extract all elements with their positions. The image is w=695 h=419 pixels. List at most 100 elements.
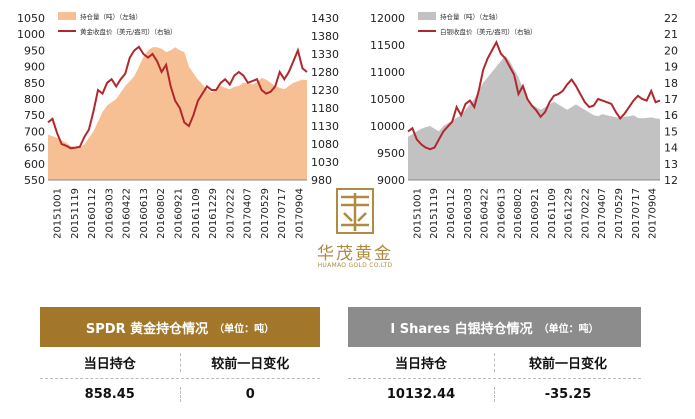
- legend-swatch-area: [58, 12, 76, 20]
- logo-chinese-name: 华茂黄金: [317, 244, 393, 264]
- x-tick-label: 20161109: [191, 188, 202, 239]
- y-left-tick-label: 11000: [370, 66, 405, 79]
- panel-header: I Shares 白银持仓情况 （单位：吨）: [348, 307, 641, 347]
- y-left-tick-label: 850: [24, 77, 45, 90]
- logo-english-name: HUAMAO GOLD CO.LTD: [317, 262, 393, 269]
- x-tick-label: 20170717: [631, 188, 642, 239]
- x-tick-label: 20160921: [174, 188, 185, 239]
- x-tick-label: 20160303: [104, 188, 115, 239]
- price-line: [407, 39, 661, 151]
- y-right-tick-label: 1380: [311, 30, 339, 43]
- legend-label-price: 白银收盘价（美元/盎司）（右轴）: [440, 27, 536, 36]
- y-left-tick-label: 950: [24, 44, 45, 57]
- table-value-row: 858.45 0: [40, 379, 320, 410]
- gold-holdings-chart: 550 600 650 700 750 800 850 900 950 1000 1050 980 10…: [17, 12, 339, 239]
- y-left-tick-label: 700: [24, 125, 45, 138]
- holdings-area: [408, 55, 660, 180]
- y-left-tick-label: 900: [24, 61, 45, 74]
- x-tick-label: 20160422: [122, 188, 133, 239]
- x-tick-label: 20161229: [564, 188, 575, 239]
- y-left-tick-label: 800: [24, 93, 45, 106]
- x-tick-label: 20160802: [513, 188, 524, 239]
- panel-header: SPDR 黄金持仓情况 （单位：吨）: [40, 307, 320, 347]
- logo-emblem-icon: [336, 188, 374, 234]
- change-value: -35.25: [544, 387, 592, 402]
- y-right-tick-label: 1130: [311, 120, 339, 133]
- x-tick-label: 20151001: [412, 188, 423, 239]
- y-right-tick-label: 12: [664, 174, 678, 187]
- x-tick-label: 20161229: [208, 188, 219, 239]
- x-tick-label: 20160112: [87, 188, 98, 239]
- panel-title: I Shares 白银持仓情况: [390, 321, 533, 337]
- x-tick-label: 20170222: [225, 188, 236, 239]
- legend-label-holdings: 持仓量（吨）（左轴）: [80, 12, 142, 21]
- x-tick-label: 20161109: [547, 188, 558, 239]
- y-left-tick-label: 550: [24, 174, 45, 187]
- legend-label-price: 黄金收盘价（美元/盎司）（右轴）: [80, 27, 176, 36]
- y-right-tick-label: 15: [664, 125, 678, 138]
- x-tick-label: 20160112: [446, 188, 457, 239]
- panel-unit: （单位：吨）: [214, 323, 275, 335]
- y-left-tick-label: 9500: [377, 147, 405, 160]
- table-header-row: 当日持仓 较前一日变化: [348, 347, 641, 379]
- y-right-tick-label: 1430: [311, 12, 339, 25]
- y-right-tick-label: 1080: [311, 138, 339, 151]
- y-right-tick-label: 22: [664, 12, 678, 25]
- y-left-tick-label: 750: [24, 109, 45, 122]
- ishares-silver-holdings-panel: I Shares 白银持仓情况 （单位：吨） 当日持仓 较前一日变化 10132…: [348, 307, 641, 410]
- y-left-tick-label: 650: [24, 142, 45, 155]
- x-tick-label: 20170717: [277, 188, 288, 239]
- y-right-tick-label: 16: [664, 109, 678, 122]
- table-value-row: 10132.44 -35.25: [348, 379, 641, 410]
- x-tick-label: 20160921: [530, 188, 541, 239]
- legend-label-holdings: 持仓量（吨）（左轴）: [440, 12, 502, 21]
- spdr-gold-holdings-panel: SPDR 黄金持仓情况 （单位：吨） 当日持仓 较前一日变化 858.45 0: [40, 307, 320, 410]
- y-left-tick-label: 11500: [370, 39, 405, 52]
- col-holding-label: 当日持仓: [348, 353, 495, 372]
- y-right-tick-label: 17: [664, 93, 678, 106]
- y-left-tick-label: 600: [24, 158, 45, 171]
- company-logo: 华茂黄金 HUAMAO GOLD CO.LTD: [300, 185, 410, 275]
- table-header-row: 当日持仓 较前一日变化: [40, 347, 320, 379]
- x-tick-label: 20151001: [53, 188, 64, 239]
- x-tick-label: 20160303: [463, 188, 474, 239]
- y-left-tick-label: 12000: [370, 12, 405, 25]
- y-right-tick-label: 21: [664, 28, 678, 41]
- x-tick-label: 20151119: [429, 188, 440, 239]
- x-tick-label: 20160613: [139, 188, 150, 239]
- holding-value: 858.45: [40, 387, 181, 402]
- y-right-tick-label: 19: [664, 61, 678, 74]
- y-right-tick-label: 20: [664, 44, 678, 57]
- y-right-tick-label: 1230: [311, 84, 339, 97]
- x-tick-label: 20170407: [243, 188, 254, 239]
- y-right-tick-label: 1030: [311, 156, 339, 169]
- x-tick-label: 20170407: [597, 188, 608, 239]
- x-tick-label: 20160802: [156, 188, 167, 239]
- y-left-tick-label: 10000: [370, 120, 405, 133]
- col-change-label: 较前一日变化: [211, 357, 290, 372]
- x-tick-label: 20170904: [294, 188, 305, 239]
- holdings-area: [48, 47, 307, 181]
- y-right-tick-label: 1280: [311, 66, 339, 79]
- y-right-tick-label: 1330: [311, 48, 339, 61]
- y-left-tick-label: 1050: [17, 12, 45, 25]
- x-tick-label: 20170222: [580, 188, 591, 239]
- y-left-tick-label: 9000: [377, 174, 405, 187]
- y-right-tick-label: 1180: [311, 102, 339, 115]
- price-line: [47, 45, 308, 150]
- y-right-tick-label: 980: [311, 174, 332, 187]
- col-holding-label: 当日持仓: [40, 353, 181, 372]
- panel-title: SPDR 黄金持仓情况: [85, 321, 209, 337]
- x-tick-label: 20151119: [70, 188, 81, 239]
- panel-unit: （单位：吨）: [538, 323, 599, 335]
- x-tick-label: 20170529: [614, 188, 625, 239]
- y-left-tick-label: 10500: [370, 93, 405, 106]
- silver-holdings-chart: 9000 9500 10000 10500 11000 11500 12000 12 13 14 1…: [370, 12, 678, 239]
- change-value: 0: [245, 387, 255, 402]
- x-tick-label: 20160422: [480, 188, 491, 239]
- legend-swatch-area: [418, 12, 436, 20]
- x-tick-label: 20160613: [496, 188, 507, 239]
- y-right-tick-label: 13: [664, 158, 678, 171]
- y-right-tick-label: 18: [664, 77, 678, 90]
- y-right-tick-label: 14: [664, 142, 678, 155]
